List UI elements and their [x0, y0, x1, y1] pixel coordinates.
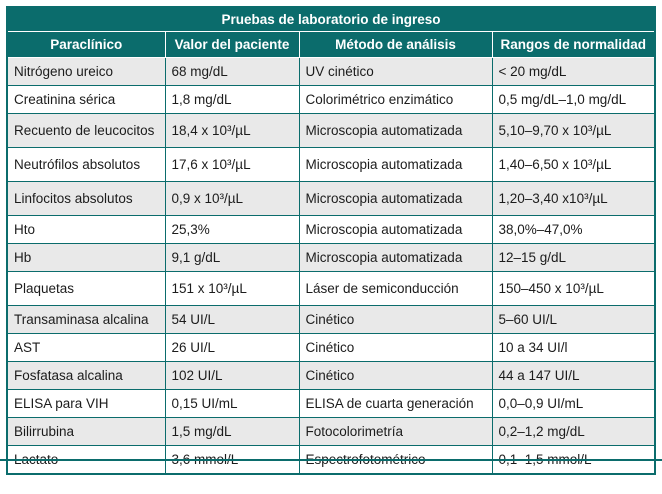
cell-rango: 12–15 g/dL	[491, 243, 656, 272]
cell-valor: 25,3%	[164, 215, 300, 244]
table-row: ELISA para VIH 0,15 UI/mL ELISA de cuart…	[6, 389, 656, 418]
cell-paraclinico: AST	[6, 333, 166, 362]
cell-valor: 17,6 x 10³/µL	[164, 147, 300, 182]
table-row: Bilirrubina 1,5 mg/dL Fotocolorimetría 0…	[6, 417, 656, 446]
table-row: Linfocitos absolutos 0,9 x 10³/µL Micros…	[6, 181, 656, 216]
column-header-metodo-analisis: Método de análisis	[298, 31, 493, 58]
cell-paraclinico: ELISA para VIH	[6, 389, 166, 418]
table-row: Plaquetas 151 x 10³/µL Láser de semicond…	[6, 271, 656, 306]
cell-metodo: Microscopia automatizada	[298, 243, 493, 272]
cell-rango: 0,2–1,2 mg/dL	[491, 417, 656, 446]
column-header-valor-paciente: Valor del paciente	[164, 31, 300, 58]
table-header-row: Paraclínico Valor del paciente Método de…	[6, 31, 656, 58]
cell-metodo: ELISA de cuarta generación	[298, 389, 493, 418]
cell-paraclinico: Neutrófilos absolutos	[6, 147, 166, 182]
cell-rango: 44 a 147 UI/L	[491, 361, 656, 390]
cell-rango: 5–60 UI/L	[491, 305, 656, 334]
cell-valor: 151 x 10³/µL	[164, 271, 300, 306]
table-row: Transaminasa alcalina 54 UI/L Cinético 5…	[6, 305, 656, 334]
cell-valor: 1,5 mg/dL	[164, 417, 300, 446]
cell-rango: 5,10–9,70 x 10³/µL	[491, 113, 656, 148]
column-header-rangos-normalidad: Rangos de normalidad	[491, 31, 656, 58]
cell-metodo: Microscopia automatizada	[298, 113, 493, 148]
cell-valor: 9,1 g/dL	[164, 243, 300, 272]
cell-metodo: Cinético	[298, 361, 493, 390]
cell-valor: 0,15 UI/mL	[164, 389, 300, 418]
column-header-paraclinico: Paraclínico	[6, 31, 166, 58]
bottom-divider	[0, 459, 662, 461]
cell-metodo: Colorimétrico enzimático	[298, 85, 493, 114]
cell-valor: 26 UI/L	[164, 333, 300, 362]
table-row: Hto 25,3% Microscopia automatizada 38,0%…	[6, 215, 656, 244]
cell-metodo: Microscopia automatizada	[298, 181, 493, 216]
cell-metodo: Cinético	[298, 305, 493, 334]
cell-paraclinico: Plaquetas	[6, 271, 166, 306]
cell-metodo: Fotocolorimetría	[298, 417, 493, 446]
cell-rango: 38,0%–47,0%	[491, 215, 656, 244]
cell-valor: 102 UI/L	[164, 361, 300, 390]
table-row: Creatinina sérica 1,8 mg/dL Colorimétric…	[6, 85, 656, 114]
cell-rango: 1,40–6,50 x 10³/µL	[491, 147, 656, 182]
cell-paraclinico: Fosfatasa alcalina	[6, 361, 166, 390]
table-row: Fosfatasa alcalina 102 UI/L Cinético 44 …	[6, 361, 656, 390]
cell-rango: < 20 mg/dL	[491, 57, 656, 86]
cell-paraclinico: Nitrógeno ureico	[6, 57, 166, 86]
cell-valor: 68 mg/dL	[164, 57, 300, 86]
table-title: Pruebas de laboratorio de ingreso	[6, 6, 656, 32]
cell-rango: 0,5 mg/dL–1,0 mg/dL	[491, 85, 656, 114]
cell-rango: 10 a 34 UI/l	[491, 333, 656, 362]
cell-paraclinico: Recuento de leucocitos	[6, 113, 166, 148]
cell-paraclinico: Linfocitos absolutos	[6, 181, 166, 216]
table-row: AST 26 UI/L Cinético 10 a 34 UI/l	[6, 333, 656, 362]
table-row: Recuento de leucocitos 18,4 x 10³/µL Mic…	[6, 113, 656, 148]
cell-metodo: Cinético	[298, 333, 493, 362]
table-row: Nitrógeno ureico 68 mg/dL UV cinético < …	[6, 57, 656, 86]
cell-valor: 54 UI/L	[164, 305, 300, 334]
table-row: Hb 9,1 g/dL Microscopia automatizada 12–…	[6, 243, 656, 272]
cell-valor: 0,9 x 10³/µL	[164, 181, 300, 216]
cell-valor: 18,4 x 10³/µL	[164, 113, 300, 148]
cell-metodo: UV cinético	[298, 57, 493, 86]
table-row: Neutrófilos absolutos 17,6 x 10³/µL Micr…	[6, 147, 656, 182]
cell-paraclinico: Bilirrubina	[6, 417, 166, 446]
cell-paraclinico: Hb	[6, 243, 166, 272]
cell-metodo: Láser de semiconducción	[298, 271, 493, 306]
cell-paraclinico: Hto	[6, 215, 166, 244]
cell-rango: 150–450 x 10³/µL	[491, 271, 656, 306]
lab-results-table: Pruebas de laboratorio de ingreso Paracl…	[6, 6, 656, 475]
cell-paraclinico: Creatinina sérica	[6, 85, 166, 114]
cell-valor: 1,8 mg/dL	[164, 85, 300, 114]
cell-metodo: Microscopia automatizada	[298, 215, 493, 244]
cell-rango: 1,20–3,40 x10³/µL	[491, 181, 656, 216]
cell-rango: 0,0–0,9 UI/mL	[491, 389, 656, 418]
cell-paraclinico: Transaminasa alcalina	[6, 305, 166, 334]
cell-metodo: Microscopia automatizada	[298, 147, 493, 182]
table-title-row: Pruebas de laboratorio de ingreso	[6, 6, 656, 32]
